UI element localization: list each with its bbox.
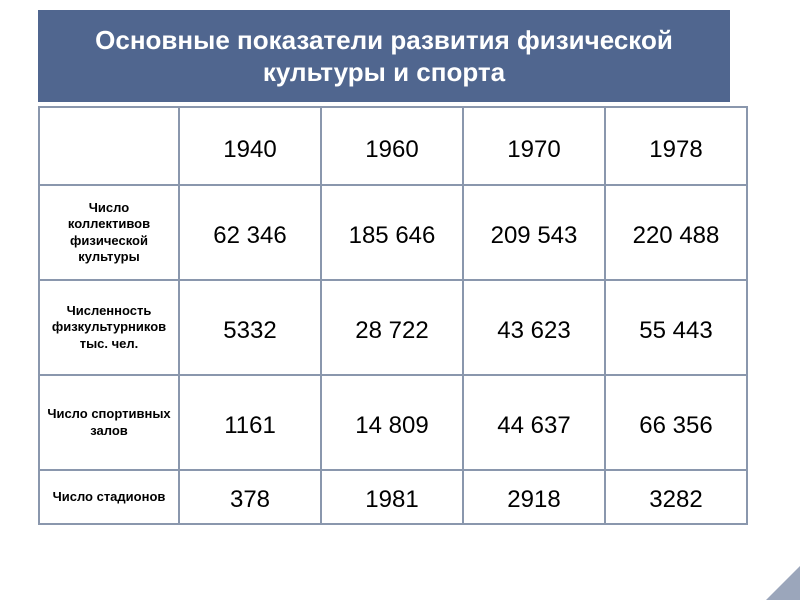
header-empty (39, 107, 179, 185)
header-year: 1960 (321, 107, 463, 185)
header-year: 1940 (179, 107, 321, 185)
slide: Основные показатели развития физической … (0, 0, 800, 600)
slide-title: Основные показатели развития физической … (68, 24, 700, 89)
cell-value: 43 623 (463, 280, 605, 375)
cell-value: 55 443 (605, 280, 747, 375)
cell-value: 2918 (463, 470, 605, 524)
header-year: 1978 (605, 107, 747, 185)
cell-value: 209 543 (463, 185, 605, 280)
table-row: Численность физкультурников тыс. чел. 53… (39, 280, 747, 375)
table-row: Число спортивных залов 1161 14 809 44 63… (39, 375, 747, 470)
row-label: Численность физкультурников тыс. чел. (39, 280, 179, 375)
cell-value: 66 356 (605, 375, 747, 470)
cell-value: 185 646 (321, 185, 463, 280)
cell-value: 378 (179, 470, 321, 524)
cell-value: 1161 (179, 375, 321, 470)
cell-value: 62 346 (179, 185, 321, 280)
corner-fold-icon (766, 566, 800, 600)
row-label: Число коллективов физической культуры (39, 185, 179, 280)
indicators-table: 1940 1960 1970 1978 Число коллективов фи… (38, 106, 748, 525)
cell-value: 28 722 (321, 280, 463, 375)
cell-value: 1981 (321, 470, 463, 524)
cell-value: 3282 (605, 470, 747, 524)
table-header-row: 1940 1960 1970 1978 (39, 107, 747, 185)
cell-value: 14 809 (321, 375, 463, 470)
header-year: 1970 (463, 107, 605, 185)
cell-value: 5332 (179, 280, 321, 375)
cell-value: 220 488 (605, 185, 747, 280)
cell-value: 44 637 (463, 375, 605, 470)
title-bar: Основные показатели развития физической … (38, 10, 730, 102)
table-row: Число стадионов 378 1981 2918 3282 (39, 470, 747, 524)
row-label: Число стадионов (39, 470, 179, 524)
table-row: Число коллективов физической культуры 62… (39, 185, 747, 280)
row-label: Число спортивных залов (39, 375, 179, 470)
